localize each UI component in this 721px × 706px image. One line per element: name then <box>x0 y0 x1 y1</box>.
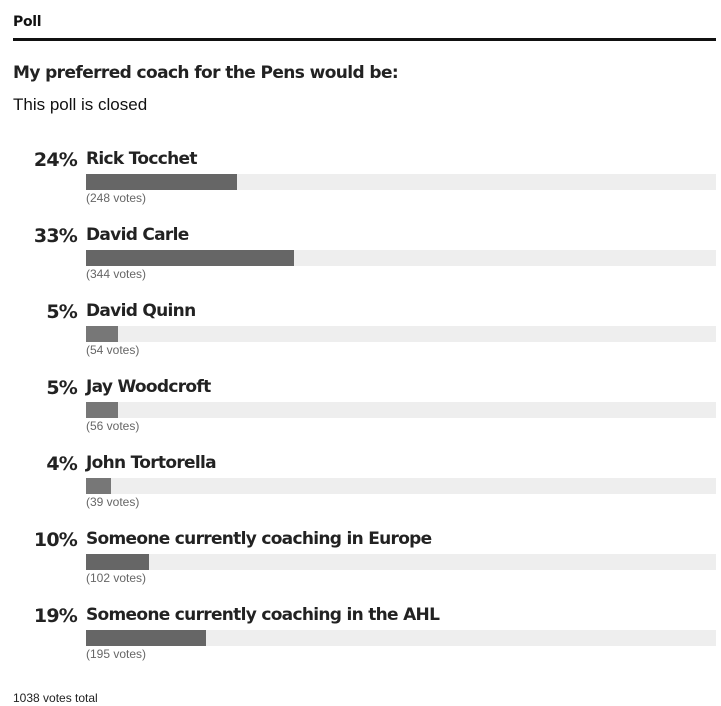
option-vote-count: (248 votes) <box>86 191 147 205</box>
result-bar-fill <box>86 478 112 494</box>
option-label: Someone currently coaching in the AHL <box>86 605 440 625</box>
option-vote-count: (344 votes) <box>86 267 147 281</box>
option-label: David Carle <box>86 225 189 245</box>
result-bar-fill <box>86 174 238 190</box>
option-vote-count: (54 votes) <box>86 343 140 357</box>
option-vote-count: (39 votes) <box>86 495 140 509</box>
option-label: David Quinn <box>86 301 196 321</box>
result-bar-track <box>86 402 716 418</box>
result-bar-fill <box>86 250 294 266</box>
poll-option: 33% David Carle (344 votes) <box>13 222 716 298</box>
result-bar-track <box>86 554 716 570</box>
poll-status: This poll is closed <box>13 95 148 114</box>
result-bar-track <box>86 630 716 646</box>
result-bar-track <box>86 478 716 494</box>
option-percent: 24% <box>33 149 78 171</box>
option-vote-count: (56 votes) <box>86 419 140 433</box>
option-percent: 5% <box>46 301 77 323</box>
poll-question: My preferred coach for the Pens would be… <box>13 63 399 83</box>
option-label: Someone currently coaching in Europe <box>86 529 432 549</box>
poll-option: 5% Jay Woodcroft (56 votes) <box>13 374 716 450</box>
option-label: Rick Tocchet <box>86 149 197 169</box>
option-percent: 33% <box>33 225 78 247</box>
poll-option: 24% Rick Tocchet (248 votes) <box>13 146 716 222</box>
result-bar-track <box>86 250 716 266</box>
poll-widget: Poll My preferred coach for the Pens wou… <box>13 10 716 661</box>
poll-option: 19% Someone currently coaching in the AH… <box>13 602 716 678</box>
poll-option: 4% John Tortorella (39 votes) <box>13 450 716 526</box>
result-bar-track <box>86 326 716 342</box>
option-label: Jay Woodcroft <box>86 377 211 397</box>
poll-total-votes: 1038 votes total <box>13 691 98 705</box>
poll-results-list: 24% Rick Tocchet (248 votes) 33% David C… <box>13 146 716 678</box>
option-percent: 10% <box>33 529 78 551</box>
option-percent: 19% <box>33 605 78 627</box>
result-bar-fill <box>86 402 118 418</box>
option-label: John Tortorella <box>86 453 217 473</box>
option-vote-count: (102 votes) <box>86 571 147 585</box>
option-percent: 5% <box>46 377 77 399</box>
result-bar-fill <box>86 326 118 342</box>
result-bar-fill <box>86 630 206 646</box>
poll-header: Poll <box>13 10 716 41</box>
result-bar-track <box>86 174 716 190</box>
poll-option: 10% Someone currently coaching in Europe… <box>13 526 716 602</box>
option-vote-count: (195 votes) <box>86 647 147 661</box>
option-percent: 4% <box>46 453 77 475</box>
result-bar-fill <box>86 554 149 570</box>
poll-option: 5% David Quinn (54 votes) <box>13 298 716 374</box>
